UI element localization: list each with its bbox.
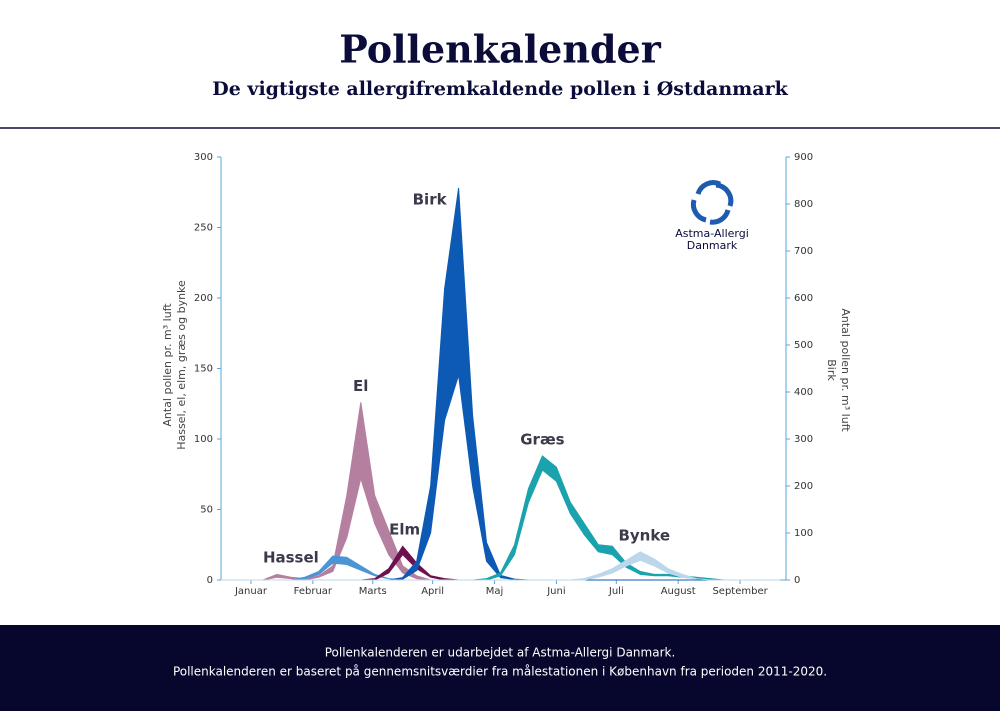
chart-title: Pollenkalender [339, 27, 662, 72]
x-tick-label: Februar [294, 586, 333, 597]
y2-tick-label: 200 [794, 481, 813, 492]
y-tick-label: 0 [207, 575, 213, 586]
y-tick-label: 300 [194, 152, 213, 163]
y-axis-title: Antal pollen pr. m³ luft Hassel, el, elm… [161, 280, 188, 450]
series-label: Bynke [618, 526, 670, 544]
series-label: Græs [520, 430, 564, 448]
footer-text: Pollenkalenderen er udarbejdet af Astma-… [325, 646, 676, 660]
logo-mark [690, 180, 734, 225]
y2-tick-label: 800 [794, 199, 813, 210]
y2-axis-title: Antal pollen pr. m³ luft Birk [825, 308, 852, 432]
y-tick-label: 150 [194, 364, 213, 375]
series-label: Birk [413, 191, 448, 209]
x-tick-label: Juni [546, 586, 565, 597]
x-tick-label: August [661, 586, 696, 597]
y2-tick-label: 400 [794, 387, 813, 398]
y2-label-line: Birk [825, 359, 838, 381]
y2-tick-label: 600 [794, 293, 813, 304]
series-label: Elm [389, 521, 420, 539]
pollen-band [221, 187, 780, 581]
pollen-band [221, 545, 780, 581]
x-tick-label: April [421, 586, 444, 597]
x-tick-label: September [712, 586, 768, 597]
logo-text: Danmark [687, 239, 738, 252]
y2-tick-label: 300 [794, 434, 813, 445]
series-label: El [353, 377, 368, 395]
y-tick-label: 200 [194, 293, 213, 304]
y-label-line: Hassel, el, elm, græs og bynke [175, 280, 188, 450]
pollen-band [221, 551, 780, 581]
logo-text: Astma-Allergi [675, 227, 749, 240]
x-tick-label: Marts [359, 586, 387, 597]
y2-tick-label: 700 [794, 246, 813, 257]
x-tick-label: Januar [234, 586, 268, 597]
x-tick-label: Juli [608, 586, 624, 597]
footer-text: Pollenkalenderen er baseret på gennemsni… [173, 665, 827, 679]
y2-tick-label: 100 [794, 528, 813, 539]
y2-tick-label: 500 [794, 340, 813, 351]
y-tick-label: 250 [194, 223, 213, 234]
y2-tick-label: 900 [794, 152, 813, 163]
y2-tick-label: 0 [794, 575, 800, 586]
y-tick-label: 50 [200, 505, 213, 516]
footer-band [0, 625, 1000, 711]
x-tick-label: Maj [486, 586, 504, 597]
series-label: Hassel [263, 549, 319, 567]
y-tick-label: 100 [194, 434, 213, 445]
y2-label-line: Antal pollen pr. m³ luft [839, 308, 852, 432]
y-label-line: Antal pollen pr. m³ luft [161, 303, 174, 427]
chart-subtitle: De vigtigste allergifremkaldende pollen … [212, 78, 788, 100]
